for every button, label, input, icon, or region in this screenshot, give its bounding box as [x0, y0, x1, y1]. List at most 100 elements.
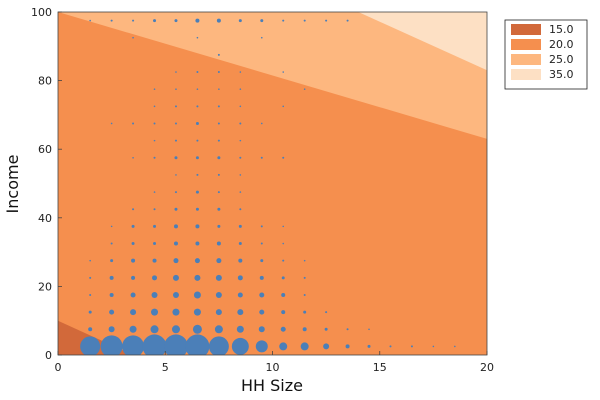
scatter-point — [260, 259, 264, 263]
scatter-point — [238, 19, 242, 23]
scatter-point — [280, 326, 286, 332]
scatter-point — [282, 242, 285, 245]
scatter-point — [215, 291, 222, 298]
scatter-point — [153, 122, 156, 125]
scatter-point — [260, 242, 263, 245]
scatter-point — [153, 105, 156, 108]
y-tick-label: 100 — [31, 6, 52, 19]
scatter-point — [152, 275, 158, 281]
scatter-point — [260, 156, 263, 159]
scatter-point — [346, 328, 349, 331]
scatter-point — [239, 174, 242, 176]
scatter-point — [195, 121, 199, 125]
scatter-point — [282, 225, 285, 228]
scatter-point — [153, 156, 156, 159]
scatter-point — [196, 88, 199, 90]
scatter-point — [153, 19, 157, 23]
scatter-point — [195, 18, 200, 23]
scatter-point — [217, 139, 220, 142]
scatter-point — [260, 122, 263, 125]
scatter-point — [171, 325, 180, 334]
scatter-point — [239, 156, 242, 159]
scatter-point — [152, 258, 157, 263]
region-15 — [58, 320, 134, 355]
scatter-point — [153, 191, 156, 193]
scatter-point — [432, 345, 435, 348]
y-axis: 0 20 40 60 80 100 — [31, 6, 62, 362]
x-tick-label: 5 — [162, 361, 169, 374]
scatter-point — [237, 309, 244, 316]
scatter-point — [130, 309, 137, 316]
scatter-point — [239, 88, 242, 90]
scatter-point — [410, 345, 413, 348]
scatter-point — [345, 344, 350, 349]
scatter-point — [108, 326, 115, 333]
x-tick-label: 15 — [373, 361, 387, 374]
scatter-point — [175, 174, 177, 176]
scatter-point — [323, 343, 330, 350]
scatter-point — [174, 207, 178, 211]
scatter-point — [260, 36, 263, 39]
scatter-point — [259, 309, 265, 315]
scatter-point — [215, 274, 222, 281]
scatter-point — [194, 274, 201, 281]
x-axis-label: HH Size — [241, 376, 303, 395]
scatter-point — [239, 122, 242, 125]
scatter-point — [368, 328, 370, 331]
region-20 — [58, 12, 487, 355]
scatter-point — [132, 19, 135, 22]
scatter-point — [217, 105, 220, 108]
scatter-point — [282, 71, 285, 73]
scatter-point — [281, 276, 285, 280]
scatter-point — [163, 334, 188, 355]
scatter-point — [218, 88, 220, 90]
scatter-point — [195, 207, 199, 211]
scatter-point — [110, 19, 113, 22]
scatter-point — [173, 241, 178, 246]
scatter-point — [129, 325, 137, 333]
scatter-point — [175, 71, 177, 73]
scatter-point — [193, 291, 201, 299]
scatter-point — [282, 259, 285, 262]
legend-swatch — [511, 54, 541, 65]
scatter-point — [260, 225, 263, 228]
scatter-point — [239, 191, 242, 193]
legend-swatch — [511, 69, 541, 80]
x-tick-label: 20 — [480, 361, 494, 374]
scatter-point — [217, 122, 220, 125]
contour-regions — [58, 12, 487, 355]
scatter-point — [239, 208, 242, 211]
scatter-point — [131, 224, 135, 228]
scatter-point — [217, 173, 220, 176]
y-tick-label: 20 — [38, 280, 52, 293]
scatter-point — [110, 259, 114, 263]
scatter-point — [130, 292, 136, 298]
scatter-point — [153, 242, 157, 246]
legend-label: 35.0 — [549, 68, 574, 81]
scatter-point — [325, 311, 328, 314]
scatter-point — [324, 327, 328, 331]
scatter-point — [282, 105, 285, 108]
scatter-point — [110, 225, 113, 228]
x-tick-label: 10 — [266, 361, 280, 374]
scatter-point — [303, 293, 306, 296]
scatter-point — [237, 275, 243, 281]
scatter-point — [153, 224, 157, 228]
scatter-point — [282, 156, 285, 159]
scatter-point — [131, 242, 135, 246]
scatter-point — [259, 292, 265, 298]
scatter-point — [454, 345, 456, 348]
scatter-point — [109, 275, 114, 280]
scatter-point — [174, 122, 177, 125]
scatter-point — [303, 276, 306, 279]
scatter-point — [142, 334, 167, 355]
scatter-point — [281, 292, 286, 297]
scatter-point — [303, 88, 306, 90]
scatter-points — [80, 18, 456, 355]
scatter-point — [217, 191, 220, 194]
scatter-point — [172, 274, 179, 281]
legend: 15.0 20.0 25.0 35.0 — [504, 19, 588, 90]
legend-label: 20.0 — [549, 38, 574, 51]
scatter-point — [239, 105, 242, 108]
